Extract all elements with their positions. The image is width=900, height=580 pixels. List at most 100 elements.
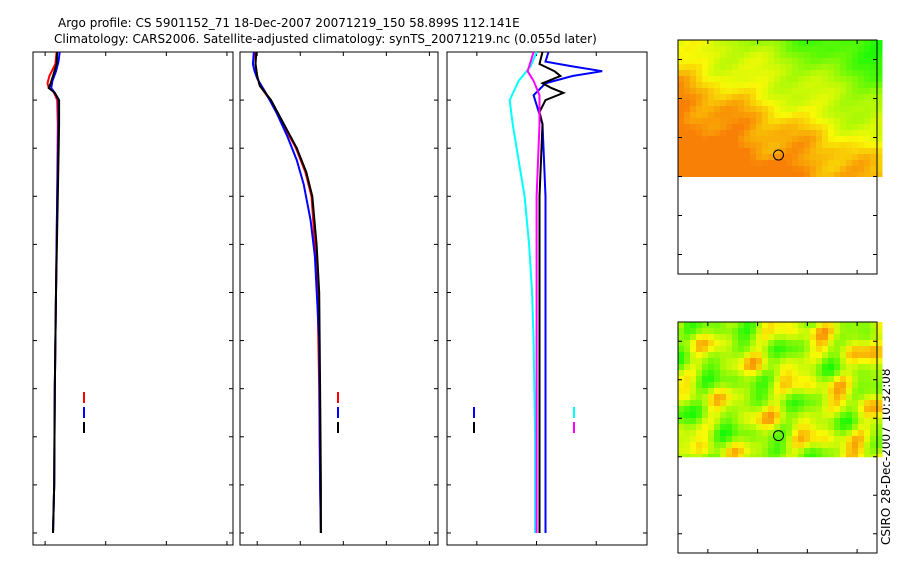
- sst_map-heatmap-cell: [756, 40, 763, 47]
- sla_map-heatmap-cell: [816, 334, 823, 341]
- sst_map-heatmap-cell: [726, 64, 733, 71]
- sla_map-heatmap-cell: [702, 346, 709, 353]
- sla_map-heatmap-cell: [774, 352, 781, 359]
- sla_map-heatmap-cell: [852, 340, 859, 347]
- sst_map-heatmap-cell: [720, 166, 727, 173]
- sst_map-heatmap-cell: [708, 136, 715, 143]
- sst_map-heatmap-cell: [768, 88, 775, 95]
- sst_map-heatmap-cell: [870, 58, 877, 65]
- sla_map-heatmap-cell: [762, 436, 769, 443]
- sst_map-heatmap-cell: [828, 52, 835, 59]
- sla_map-heatmap-cell: [738, 382, 745, 389]
- sla_map-heatmap-cell: [816, 322, 823, 329]
- sst_map-heatmap-cell: [768, 154, 775, 161]
- sst_map-heatmap-cell: [816, 100, 823, 107]
- sla_map-heatmap-cell: [876, 394, 883, 401]
- sla_map-heatmap-cell: [786, 394, 793, 401]
- sla_map-heatmap-cell: [678, 418, 685, 425]
- sst_map-heatmap-cell: [876, 100, 883, 107]
- sst_map-heatmap-cell: [864, 136, 871, 143]
- sst_map-heatmap-cell: [840, 106, 847, 113]
- sst_map-heatmap-cell: [690, 154, 697, 161]
- sst_map-heatmap-cell: [804, 124, 811, 131]
- sla_map-heatmap-cell: [816, 430, 823, 437]
- sst_map-heatmap-cell: [792, 64, 799, 71]
- sst_map-heatmap-cell: [756, 172, 763, 177]
- sst_map-heatmap-cell: [846, 124, 853, 131]
- sst_map-heatmap-cell: [786, 58, 793, 65]
- sst_map-heatmap-cell: [846, 52, 853, 59]
- sla_map-heatmap-cell: [732, 328, 739, 335]
- sla_map-heatmap-cell: [834, 424, 841, 431]
- sst_map-heatmap-cell: [762, 58, 769, 65]
- sst_map-heatmap-cell: [798, 172, 805, 177]
- sla_map-heatmap-cell: [834, 394, 841, 401]
- sla_map-heatmap-cell: [696, 322, 703, 329]
- sla_map-heatmap-cell: [786, 430, 793, 437]
- sst_map-heatmap-cell: [738, 148, 745, 155]
- sla_map-heatmap-cell: [828, 322, 835, 329]
- sla_map-heatmap-cell: [762, 322, 769, 329]
- sst_map-heatmap-cell: [864, 82, 871, 89]
- sla_map-heatmap-cell: [822, 358, 829, 365]
- sst_map-heatmap-cell: [732, 124, 739, 131]
- sst_map-heatmap-cell: [714, 94, 721, 101]
- sla_map-heatmap-cell: [798, 430, 805, 437]
- sla_map-heatmap-cell: [852, 454, 859, 458]
- sst_map-heatmap-cell: [726, 82, 733, 89]
- sst_map-heatmap-cell: [684, 70, 691, 77]
- sst_map-heatmap-cell: [702, 40, 709, 47]
- sst_map-heatmap-cell: [822, 40, 829, 47]
- sst_map-heatmap-cell: [714, 154, 721, 161]
- sst_map-heatmap-cell: [732, 82, 739, 89]
- sst_map-heatmap-cell: [852, 52, 859, 59]
- sst_map-heatmap-cell: [816, 154, 823, 161]
- sla_map-heatmap-cell: [828, 424, 835, 431]
- sla_map-heatmap-cell: [732, 424, 739, 431]
- sla_map-heatmap-cell: [684, 388, 691, 395]
- sla_map-heatmap-cell: [714, 394, 721, 401]
- sst_map-heatmap-cell: [774, 100, 781, 107]
- sst_map-heatmap-cell: [756, 112, 763, 119]
- sla_map-heatmap-cell: [726, 334, 733, 341]
- sst_map-heatmap-cell: [678, 76, 685, 83]
- sst_map-heatmap-cell: [804, 88, 811, 95]
- sla_map-heatmap-cell: [714, 400, 721, 407]
- sst_map-heatmap-cell: [708, 76, 715, 83]
- sst_map-heatmap-cell: [678, 94, 685, 101]
- sst_map-heatmap-cell: [774, 160, 781, 167]
- sla_map-heatmap-cell: [810, 352, 817, 359]
- sst_map-heatmap-cell: [864, 76, 871, 83]
- sst_map-heatmap-cell: [708, 70, 715, 77]
- sst_map-heatmap-cell: [822, 52, 829, 59]
- sla_map-heatmap-cell: [840, 454, 847, 458]
- sla_map-heatmap-cell: [840, 382, 847, 389]
- sst_map-heatmap-cell: [846, 154, 853, 161]
- sst_map-heatmap-cell: [762, 70, 769, 77]
- sla_map-heatmap-cell: [864, 334, 871, 341]
- sla_map-heatmap-cell: [798, 334, 805, 341]
- sla_map-heatmap-cell: [750, 334, 757, 341]
- sst_map-heatmap-cell: [768, 112, 775, 119]
- sla_map-heatmap-cell: [852, 406, 859, 413]
- sla_map-heatmap-cell: [846, 322, 853, 329]
- sla_map-heatmap-cell: [786, 424, 793, 431]
- sla_map-heatmap-cell: [774, 364, 781, 371]
- sst_map-heatmap-cell: [696, 142, 703, 149]
- sst_map-heatmap-cell: [768, 118, 775, 125]
- sst_map-heatmap-cell: [804, 148, 811, 155]
- sst_map-heatmap-cell: [726, 148, 733, 155]
- sst_map-heatmap-cell: [786, 70, 793, 77]
- sla_map-heatmap-cell: [780, 424, 787, 431]
- sla_map-heatmap-cell: [876, 334, 883, 341]
- sst_map-heatmap-cell: [840, 118, 847, 125]
- sla_map-heatmap-cell: [786, 340, 793, 347]
- sla_map-heatmap-cell: [864, 448, 871, 455]
- sla_map-heatmap-cell: [798, 340, 805, 347]
- sla_map-heatmap-cell: [726, 322, 733, 329]
- sla_map-heatmap-cell: [714, 340, 721, 347]
- sst_map-heatmap-cell: [810, 70, 817, 77]
- sst_map-heatmap-cell: [852, 154, 859, 161]
- sst_map-heatmap-cell: [768, 52, 775, 59]
- sst_map-heatmap-cell: [846, 40, 853, 47]
